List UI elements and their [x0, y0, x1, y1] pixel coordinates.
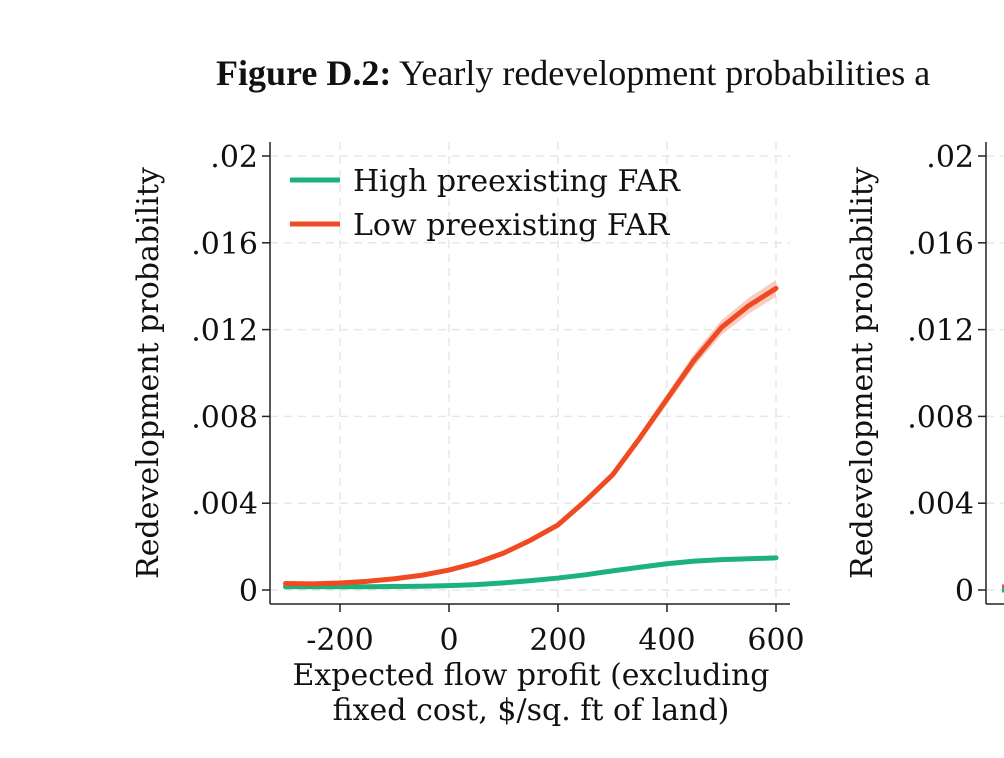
y-tick-label: .02: [210, 140, 258, 175]
legend-label: High preexisting FAR: [353, 164, 681, 199]
y-tick-label: .012: [191, 314, 258, 349]
legend-label: Low preexisting FAR: [353, 208, 671, 243]
figure-title: Yearly redevelopment probabilities a: [398, 53, 931, 93]
x-tick-label: -200: [306, 623, 373, 658]
y-tick-label: .008: [907, 400, 974, 435]
high-far-series-line: [283, 555, 779, 590]
y-tick-label: .02: [926, 140, 974, 175]
y-tick-label: .008: [191, 400, 258, 435]
x-axis-title-line-1: Expected flow profit (excluding: [292, 658, 769, 693]
x-tick-label: 200: [529, 623, 586, 658]
figure-caption: Figure D.2: Yearly redevelopment probabi…: [216, 52, 930, 94]
y-tick-label: .012: [907, 314, 974, 349]
y-tick-label: .016: [191, 227, 258, 262]
y-tick-label: .004: [907, 487, 974, 522]
low-far-series-line: [283, 285, 779, 587]
y-axis-title: Redevelopment probability: [845, 167, 880, 579]
figure-label: Figure D.2:: [216, 53, 392, 93]
y-tick-label: 0: [955, 574, 974, 609]
x-tick-label: 600: [747, 623, 804, 658]
y-tick-label: 0: [239, 574, 258, 609]
x-tick-label: 400: [638, 623, 695, 658]
y-axis-title: Redevelopment probability: [131, 167, 166, 579]
x-axis-title-line-2: fixed cost, $/sq. ft of land): [333, 693, 730, 728]
x-tick-label: 0: [439, 623, 458, 658]
y-tick-label: .004: [191, 487, 258, 522]
y-tick-label: .016: [907, 227, 974, 262]
